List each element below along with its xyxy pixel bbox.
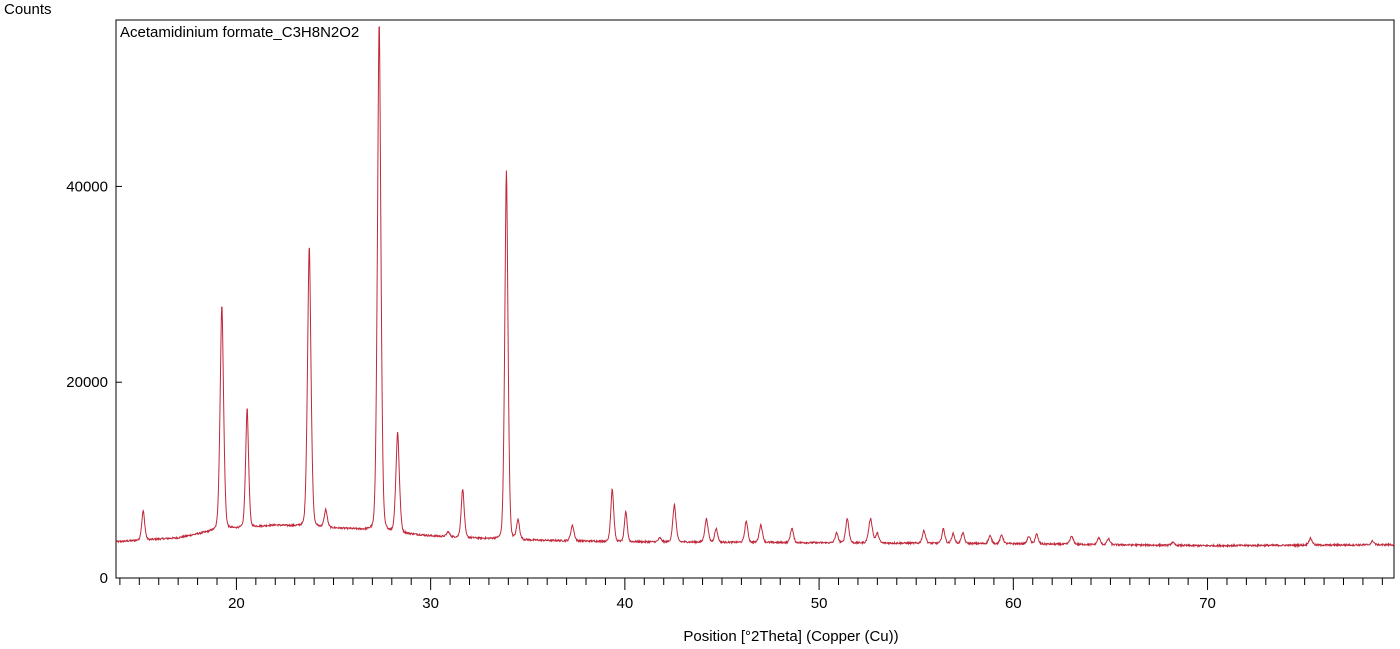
x-tick-label: 30 [422,595,439,612]
x-tick-label: 70 [1199,595,1216,612]
x-tick-label: 50 [811,595,828,612]
chart-title: Acetamidinium formate_C3H8N2O2 [120,24,359,41]
y-axis-label: Counts [4,1,52,18]
x-tick-label: 60 [1005,595,1022,612]
y-tick-label: 20000 [66,374,108,391]
y-tick-label: 40000 [66,178,108,195]
x-axis-label: Position [°2Theta] (Copper (Cu)) [683,628,898,645]
x-tick-label: 40 [617,595,634,612]
y-axis-ticks: 0 20000 40000 [66,178,122,587]
plot-frame [115,19,1395,579]
x-axis-ticks: 20 30 40 50 60 70 [119,578,1383,612]
diffraction-pattern-line [115,26,1395,549]
x-tick-label: 20 [228,595,245,612]
y-tick-label: 0 [100,570,108,587]
